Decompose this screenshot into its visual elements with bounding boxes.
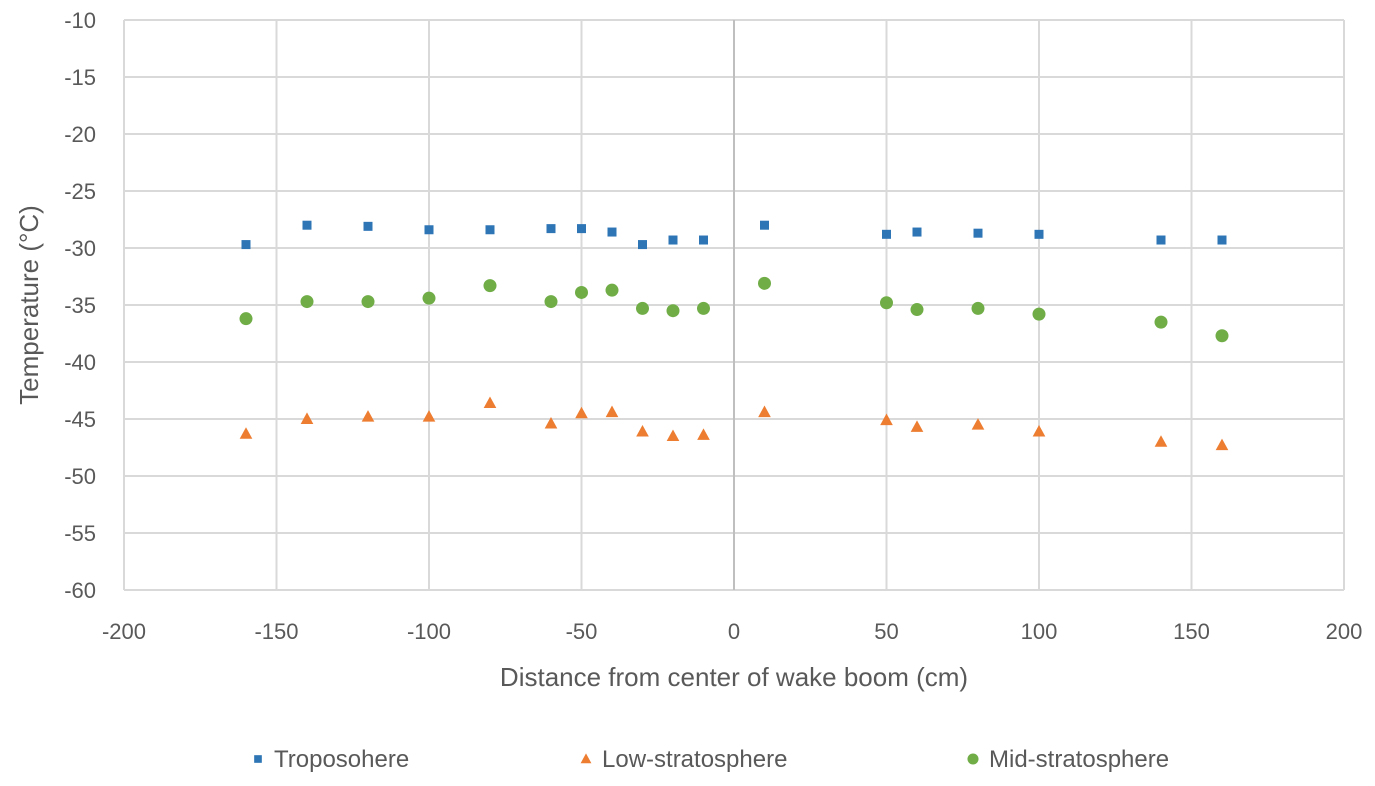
data-point <box>241 240 251 250</box>
data-point <box>605 405 619 418</box>
data-point <box>636 301 649 315</box>
data-point <box>910 303 924 317</box>
data-point <box>1215 329 1229 343</box>
x-tick-label: -150 <box>254 619 298 644</box>
legend-marker <box>967 753 979 765</box>
series-mid-stratosphere <box>239 276 1229 343</box>
data-point <box>1032 424 1046 437</box>
data-point <box>758 276 771 290</box>
gridlines <box>123 19 1345 591</box>
data-point <box>483 396 497 408</box>
tick-labels: -10 -15 -20 -25 -30 -35 -40 -45 -50 -55 -60-200 -15… <box>64 8 1362 644</box>
data-point <box>638 240 647 250</box>
data-points <box>239 220 1229 451</box>
x-axis-title: Distance from center of wake boom (cm) <box>500 662 968 692</box>
data-point <box>1215 438 1229 451</box>
data-point <box>758 405 771 418</box>
data-point <box>302 220 312 230</box>
data-point <box>361 295 375 309</box>
data-point <box>544 416 558 429</box>
y-tick-label: -25 <box>64 179 96 204</box>
legend-label: Low-stratosphere <box>602 746 787 773</box>
data-point <box>697 301 710 315</box>
x-tick-label: 150 <box>1173 619 1210 644</box>
data-point <box>882 229 891 239</box>
x-tick-label: -100 <box>407 619 451 644</box>
legend-item: Low-stratosphere <box>580 746 787 773</box>
y-tick-label: -45 <box>64 407 96 432</box>
legend-item: Mid-stratosphere <box>967 746 1169 773</box>
data-point <box>668 235 678 245</box>
legend-label: Mid-stratosphere <box>989 746 1169 773</box>
data-point <box>575 406 588 419</box>
data-point <box>636 424 649 437</box>
data-point <box>699 235 708 245</box>
data-point <box>666 429 680 442</box>
data-point <box>239 427 253 439</box>
y-tick-label: -10 <box>64 8 96 33</box>
data-point <box>300 295 314 309</box>
y-axis-title: Temperature (°C) <box>14 205 44 405</box>
y-tick-label: -60 <box>64 578 96 603</box>
x-tick-label: 100 <box>1021 619 1058 644</box>
data-point <box>880 413 893 426</box>
data-point <box>973 228 983 238</box>
data-point <box>607 227 617 237</box>
data-point <box>546 224 556 234</box>
data-point <box>971 418 985 430</box>
x-tick-label: -200 <box>102 619 146 644</box>
data-point <box>697 428 710 440</box>
data-point <box>1034 229 1044 239</box>
data-point <box>300 412 314 424</box>
data-point <box>1154 435 1168 447</box>
data-point <box>760 220 769 230</box>
y-tick-label: -40 <box>64 350 96 375</box>
data-point <box>483 279 497 293</box>
data-point <box>1154 315 1168 329</box>
series-low-stratosphere <box>239 396 1229 451</box>
data-point <box>422 410 436 422</box>
data-point <box>880 296 893 310</box>
x-tick-label: -50 <box>566 619 598 644</box>
data-point <box>666 304 680 318</box>
y-tick-label: -20 <box>64 122 96 147</box>
data-point <box>424 225 434 235</box>
data-point <box>912 227 922 237</box>
data-point <box>1032 307 1046 321</box>
legend: Troposohere Low-stratosphere Mid-stratosph… <box>254 746 1169 773</box>
legend-marker <box>580 753 592 764</box>
data-point <box>971 301 985 315</box>
data-point <box>1217 235 1227 245</box>
data-point <box>910 420 924 432</box>
x-tick-label: 0 <box>728 619 740 644</box>
y-tick-label: -55 <box>64 521 96 546</box>
y-tick-label: -15 <box>64 65 96 90</box>
data-point <box>239 312 253 326</box>
legend-label: Troposohere <box>274 746 409 773</box>
x-tick-label: 50 <box>874 619 898 644</box>
y-tick-label: -50 <box>64 464 96 489</box>
legend-item: Troposohere <box>254 746 409 773</box>
data-point <box>422 291 436 305</box>
data-point <box>361 410 375 422</box>
data-point <box>363 221 373 231</box>
data-point <box>575 285 588 299</box>
x-tick-label: 200 <box>1326 619 1363 644</box>
data-point <box>577 224 586 234</box>
series-troposohere <box>241 220 1227 250</box>
legend-marker <box>254 755 262 763</box>
y-tick-label: -35 <box>64 293 96 318</box>
data-point <box>1156 235 1166 245</box>
data-point <box>485 225 495 235</box>
data-point <box>605 283 619 297</box>
data-point <box>544 295 558 309</box>
y-tick-label: -30 <box>64 236 96 261</box>
